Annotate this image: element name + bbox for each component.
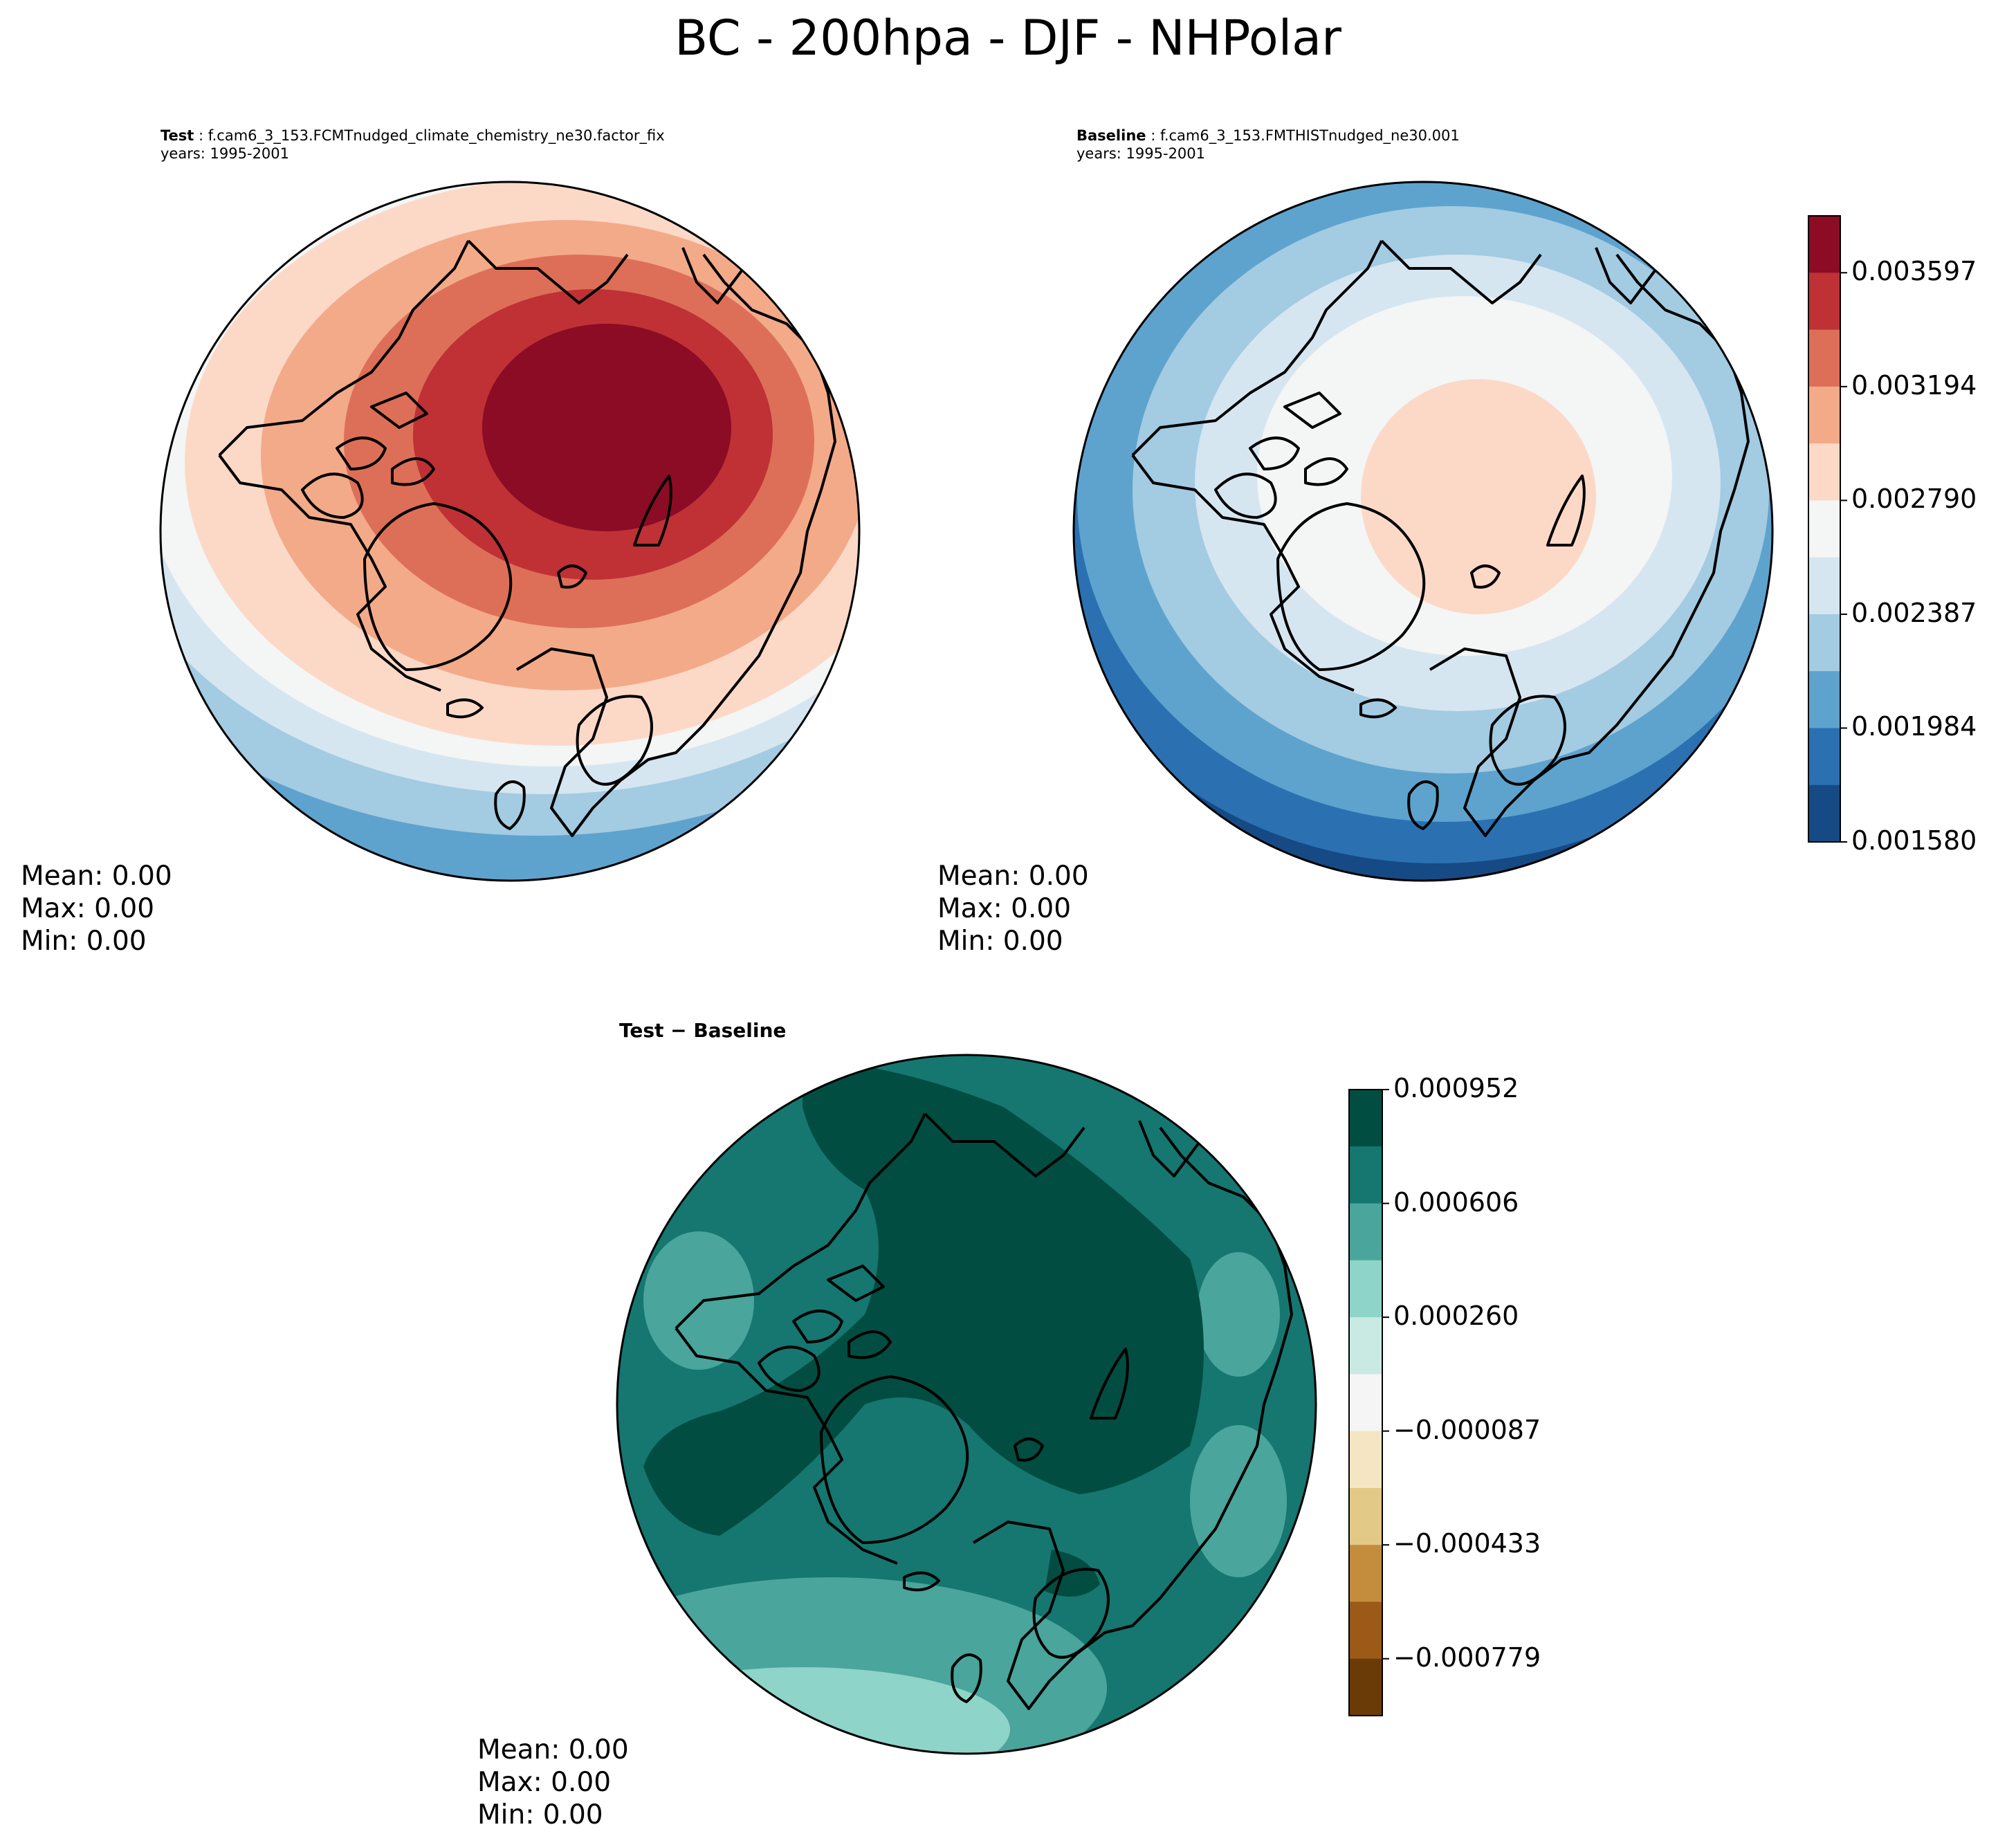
baseline-min: Min: 0.00 [937,926,1063,957]
colorbar-top-swatch [1808,329,1840,387]
colorbar-bottom-tick-label: 0.000606 [1393,1186,1519,1218]
colorbar-bottom-border [1348,1089,1383,1716]
test-max: Max: 0.00 [21,893,155,924]
baseline-years: years: 1995-2001 [1076,145,1206,162]
colorbar-difference [1348,1089,1389,1716]
colorbar-top-swatch [1808,386,1840,444]
colorbar-bottom-tick-label: 0.000952 [1393,1073,1519,1103]
colorbar-bottom-swatch [1349,1374,1382,1432]
colorbar-bottom-swatch [1349,1146,1382,1204]
baseline-map [1072,181,1774,882]
colorbar-top-swatch [1808,784,1840,843]
colorbar-top-swatch [1808,671,1840,728]
figure-title: BC - 200hpa - DJF - NHPolar [675,10,1341,66]
test-mean: Mean: 0.00 [21,861,172,892]
diff-title: Test − Baseline [619,1019,787,1042]
test-subtitle: Test : f.cam6_3_153.FCMTnudged_climate_c… [161,127,665,162]
colorbar-bottom-tick-label: −0.000087 [1393,1414,1541,1445]
colorbar-top-swatch [1808,557,1840,615]
colorbar-top-swatch [1808,443,1840,501]
colorbar-top-swatch [1808,614,1840,672]
colorbar-top-tick-label: 0.002387 [1851,597,1977,628]
diff-min: Min: 0.00 [477,1799,603,1830]
baseline-max: Max: 0.00 [937,893,1072,924]
colorbar-top-swatch [1808,273,1840,331]
baseline-label: Baseline [1076,127,1146,144]
colorbar-bottom-tick-label: −0.000433 [1393,1528,1541,1559]
test-years: years: 1995-2001 [161,145,290,162]
colorbar-bottom-tick-label: 0.000260 [1393,1301,1519,1332]
colorbar-top-tick-label: 0.002790 [1851,484,1977,515]
baseline-case-name: f.cam6_3_153.FMTHISTnudged_ne30.001 [1160,127,1460,144]
test-min: Min: 0.00 [21,926,147,957]
colorbar-bottom-swatch [1349,1658,1382,1716]
colorbar-bottom-swatch [1349,1487,1382,1545]
colorbar-top-tick-label: 0.001984 [1851,711,1977,742]
colorbar-top-tick-label: 0.003194 [1851,369,1977,401]
colorbar-bottom-swatch [1349,1317,1382,1375]
baseline-mean: Mean: 0.00 [937,861,1089,892]
colorbar-top-tick-label: 0.003597 [1851,256,1977,287]
colorbar-bottom-swatch [1349,1090,1382,1147]
diff-stats: Mean: 0.00 Max: 0.00 Min: 0.00 [477,1734,629,1831]
colorbar-bottom-swatch [1349,1260,1382,1318]
diff-max: Max: 0.00 [477,1767,612,1798]
colorbar-bottom-swatch [1349,1545,1382,1602]
colorbar-test-baseline [1808,215,1847,843]
colorbar-top-swatch [1808,728,1840,786]
diff-map [616,1054,1317,1755]
colorbar-top-border [1808,215,1841,843]
diff-mean: Mean: 0.00 [477,1734,629,1765]
test-stats: Mean: 0.00 Max: 0.00 Min: 0.00 [21,860,172,957]
test-map [159,181,861,882]
test-case-name: f.cam6_3_153.FCMTnudged_climate_chemistr… [208,127,665,144]
colorbar-bottom-swatch [1349,1601,1382,1660]
colorbar-bottom-swatch [1349,1431,1382,1489]
colorbar-top-swatch [1808,216,1840,273]
baseline-subtitle: Baseline : f.cam6_3_153.FMTHISTnudged_ne… [1076,127,1460,162]
baseline-stats: Mean: 0.00 Max: 0.00 Min: 0.00 [937,860,1089,957]
colorbar-top-tick-label: 0.001580 [1851,825,1977,856]
colorbar-top-swatch [1808,500,1840,558]
test-label: Test [161,127,194,144]
colorbar-bottom-tick-label: −0.000779 [1393,1642,1541,1673]
colorbar-bottom-swatch [1349,1203,1382,1261]
